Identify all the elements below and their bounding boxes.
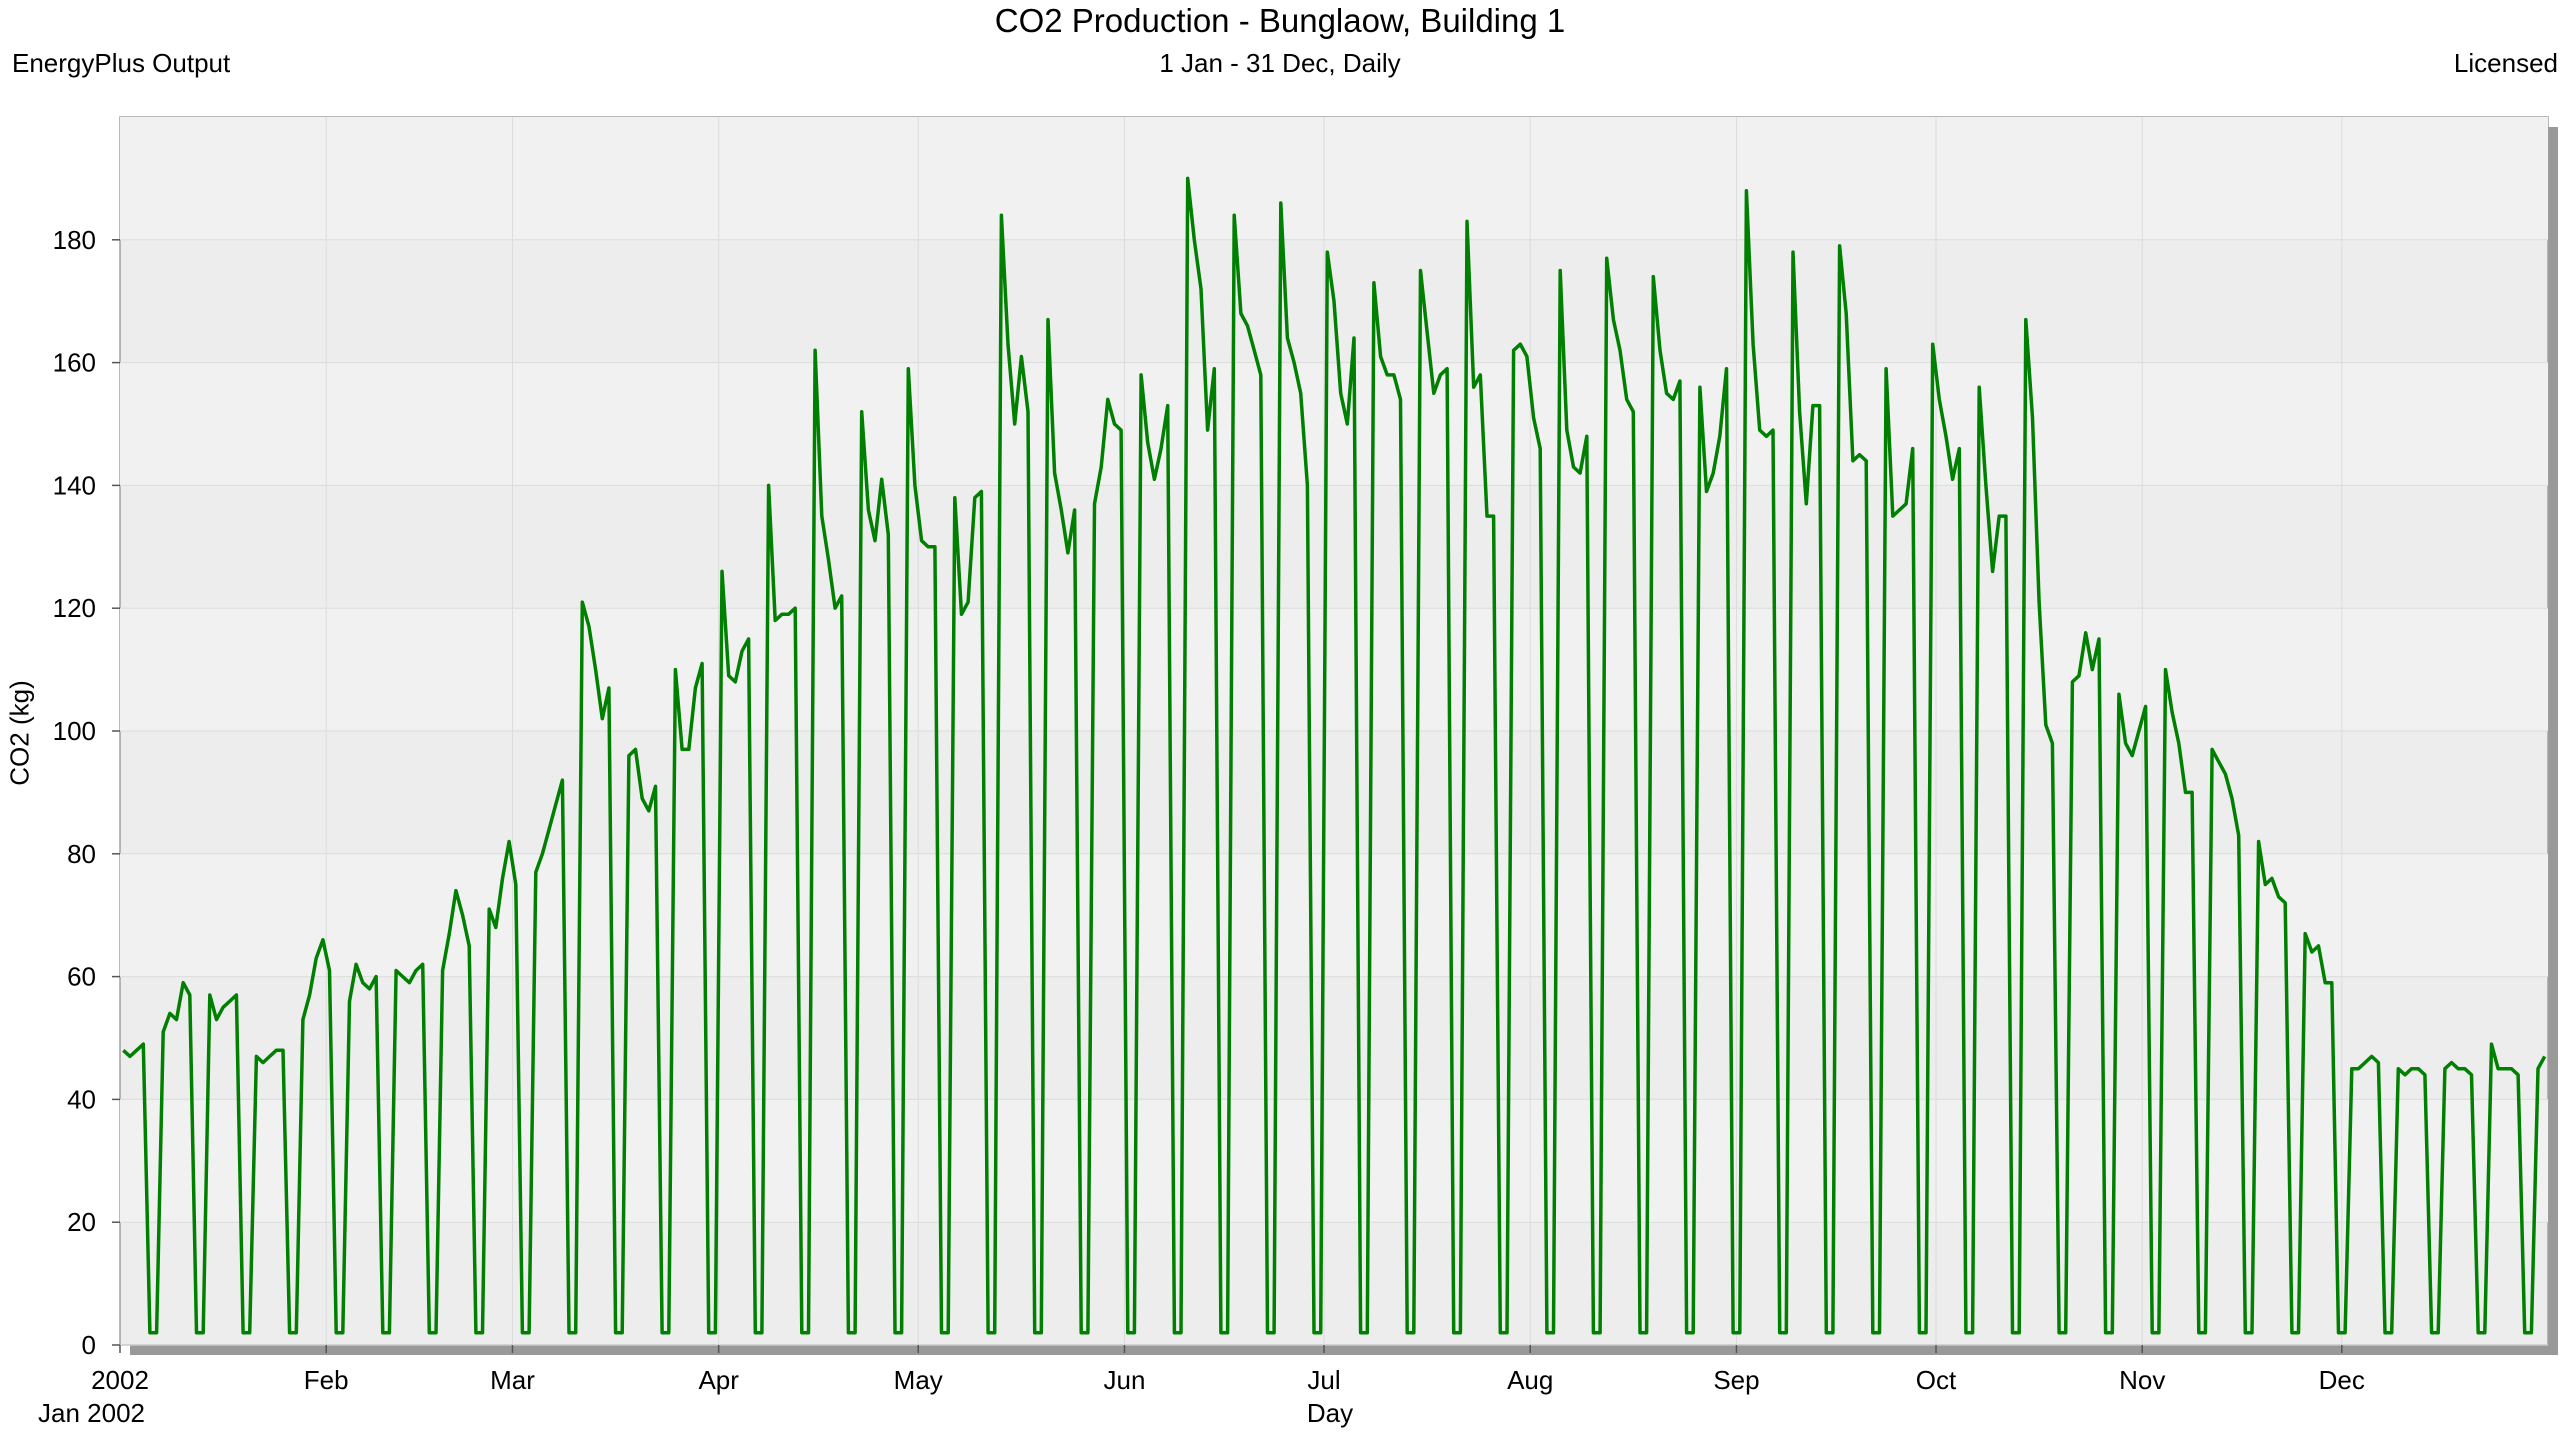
x-tick-label: Oct — [1916, 1365, 1957, 1395]
chart-title: CO2 Production - Bunglaow, Building 1 — [994, 2, 1566, 39]
y-tick-label: 60 — [67, 962, 96, 992]
y-tick-label: 160 — [53, 348, 96, 378]
y-tick-label: 0 — [82, 1330, 96, 1360]
grid-band — [120, 853, 2548, 977]
x-tick-label: 2002 — [91, 1365, 149, 1395]
grid-band — [120, 1099, 2548, 1223]
y-tick-label: 80 — [67, 839, 96, 869]
x-tick-label: Jun — [1103, 1365, 1145, 1395]
co2-series-line — [122, 176, 2547, 1335]
y-tick-label: 140 — [53, 470, 96, 500]
grid-band — [120, 362, 2548, 486]
license-label: Licensed — [2453, 48, 2558, 78]
y-tick-label: 180 — [53, 225, 96, 255]
x-tick-label: Nov — [2119, 1365, 2165, 1395]
grid-band — [120, 117, 2548, 240]
x-tick-label: Apr — [698, 1365, 739, 1395]
x-tick-label: Sep — [1713, 1365, 1759, 1395]
x-tick-label: Feb — [304, 1365, 349, 1395]
x-tick-label: Dec — [2319, 1365, 2365, 1395]
y-tick-label: 40 — [67, 1084, 96, 1114]
output-source-label: EnergyPlus Output — [12, 48, 231, 78]
x-tick-label: May — [894, 1365, 943, 1395]
x-axis-year-label: Jan 2002 — [38, 1398, 145, 1428]
chart-subtitle: 1 Jan - 31 Dec, Daily — [1159, 48, 1401, 78]
y-tick-label: 20 — [67, 1207, 96, 1237]
x-tick-label: Jul — [1307, 1365, 1340, 1395]
x-tick-label: Mar — [490, 1365, 535, 1395]
x-axis-label: Day — [1306, 1398, 1354, 1428]
y-tick-label: 120 — [53, 593, 96, 623]
x-tick-label: Aug — [1507, 1365, 1553, 1395]
y-tick-label: 100 — [53, 716, 96, 746]
grid-band — [120, 608, 2548, 731]
